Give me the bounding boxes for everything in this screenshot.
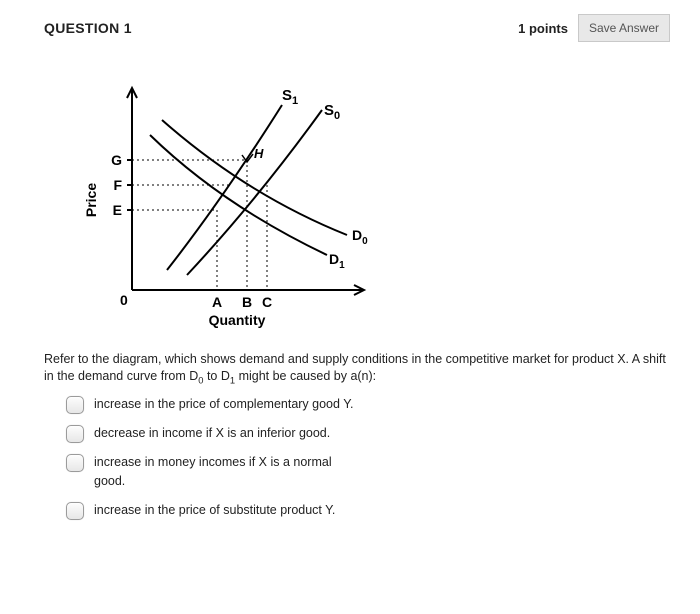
svg-text:D0: D0 <box>352 227 368 247</box>
option-4[interactable]: increase in the price of substitute prod… <box>66 501 670 520</box>
x-axis-label: Quantity <box>209 312 266 328</box>
svg-text:S1: S1 <box>282 87 298 107</box>
save-answer-button[interactable]: Save Answer <box>578 14 670 42</box>
y-axis-label: Price <box>83 183 99 217</box>
origin-label: 0 <box>120 292 128 308</box>
radio-icon[interactable] <box>66 502 84 520</box>
option-text: decrease in income if X is an inferior g… <box>94 424 330 443</box>
answer-options: increase in the price of complementary g… <box>66 395 670 520</box>
question-title: QUESTION 1 <box>44 20 132 36</box>
option-text: increase in the price of substitute prod… <box>94 501 335 520</box>
radio-icon[interactable] <box>66 454 84 472</box>
radio-icon[interactable] <box>66 425 84 443</box>
point-H: H <box>254 146 264 161</box>
option-text: increase in the price of complementary g… <box>94 395 353 414</box>
y-tick-G: G <box>111 152 122 168</box>
x-tick-B: B <box>242 294 252 310</box>
option-text: increase in money incomes if X is a norm… <box>94 453 354 491</box>
points-label: 1 points <box>518 21 568 36</box>
option-1[interactable]: increase in the price of complementary g… <box>66 395 670 414</box>
radio-icon[interactable] <box>66 396 84 414</box>
svg-text:S0: S0 <box>324 102 340 122</box>
question-header: QUESTION 1 1 points Save Answer <box>44 14 670 42</box>
y-tick-E: E <box>113 202 122 218</box>
question-text: Refer to the diagram, which shows demand… <box>44 351 670 387</box>
x-tick-C: C <box>262 294 272 310</box>
option-2[interactable]: decrease in income if X is an inferior g… <box>66 424 670 443</box>
x-tick-A: A <box>212 294 222 310</box>
supply-demand-diagram: G F E A B C <box>72 60 402 345</box>
svg-text:D1: D1 <box>329 251 345 271</box>
option-3[interactable]: increase in money incomes if X is a norm… <box>66 453 670 491</box>
y-tick-F: F <box>113 177 122 193</box>
